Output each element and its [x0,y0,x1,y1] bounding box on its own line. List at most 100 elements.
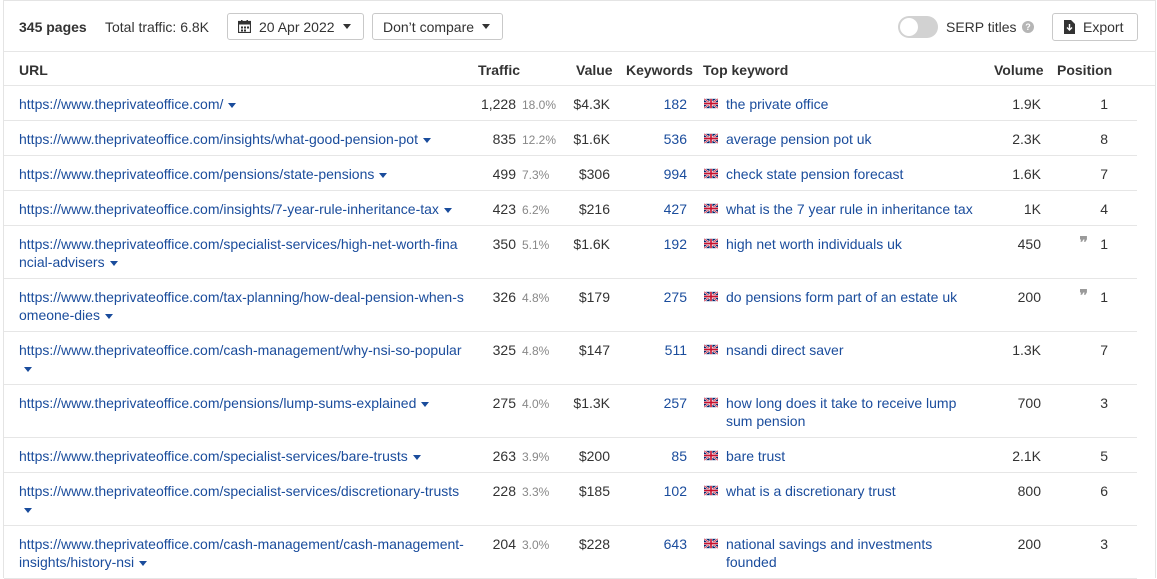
url-text[interactable]: https://www.theprivateoffice.com/special… [19,448,408,464]
url-link[interactable]: https://www.theprivateoffice.com/insight… [19,130,464,148]
uk-flag-icon [704,485,718,496]
url-link[interactable]: https://www.theprivateoffice.com/cash-ma… [19,535,464,571]
top-keyword-link[interactable]: what is the 7 year rule in inheritance t… [726,201,973,217]
keywords-count-link[interactable]: 511 [664,342,687,358]
chevron-down-icon[interactable] [228,102,237,108]
keyword-position: 1 [1100,96,1108,112]
traffic-percent: 3.3% [522,485,550,499]
traffic-value-cost: $216 [578,201,610,217]
traffic-value-cost: $200 [578,448,610,464]
column-url[interactable]: URL [19,62,48,78]
url-link[interactable]: https://www.theprivateoffice.com/special… [19,447,464,465]
top-keyword-link[interactable]: high net worth individuals uk [726,236,902,252]
chevron-down-icon[interactable] [24,366,32,372]
url-text[interactable]: https://www.theprivateoffice.com/pension… [19,395,417,411]
traffic-percent: 7.3% [522,168,550,182]
keywords-count-link[interactable]: 192 [663,236,687,252]
url-text[interactable]: https://www.theprivateoffice.com/ [19,96,224,112]
url-text[interactable]: https://www.theprivateoffice.com/tax-pla… [19,289,464,323]
top-keyword-link[interactable]: the private office [726,96,829,112]
keywords-count-link[interactable]: 257 [663,395,687,411]
url-link[interactable]: https://www.theprivateoffice.com/special… [19,235,464,271]
keywords-count-link[interactable]: 643 [663,536,687,552]
keyword-position: 8 [1100,131,1108,147]
keywords-count-link[interactable]: 994 [663,166,687,182]
column-position[interactable]: Position [1057,62,1113,78]
export-button[interactable]: Export [1052,13,1138,41]
url-link[interactable]: https://www.theprivateoffice.com/pension… [19,165,464,183]
top-keyword-link[interactable]: national savings and investments founded [726,536,933,570]
traffic-value-cost: $1.6K [573,131,610,147]
search-volume: 1.9K [1012,96,1041,112]
traffic-percent: 12.2% [522,133,557,147]
chevron-down-icon[interactable] [422,137,431,143]
url-text[interactable]: https://www.theprivateoffice.com/cash-ma… [19,342,462,358]
url-link[interactable]: https://www.theprivateoffice.com/cash-ma… [19,341,464,377]
chevron-down-icon[interactable] [379,172,388,178]
uk-flag-icon [704,397,718,408]
column-top-keyword[interactable]: Top keyword [703,62,789,78]
traffic-percent: 6.2% [522,203,550,217]
column-value[interactable]: Value [576,62,613,78]
url-text[interactable]: https://www.theprivateoffice.com/cash-ma… [19,536,464,570]
url-link[interactable]: https://www.theprivateoffice.com/insight… [19,200,464,218]
chevron-down-icon [342,24,351,29]
column-keywords[interactable]: Keywords [626,62,693,78]
url-text[interactable]: https://www.theprivateoffice.com/insight… [19,131,418,147]
column-traffic[interactable]: Traffic [478,62,521,78]
top-keyword-link[interactable]: what is a discretionary trust [726,483,896,499]
top-keyword-link[interactable]: bare trust [726,448,786,464]
url-text[interactable]: https://www.theprivateoffice.com/insight… [19,201,439,217]
url-link[interactable]: https://www.theprivateoffice.com/ [19,95,464,113]
traffic-percent: 5.1% [522,238,550,252]
traffic-percent: 3.0% [522,538,550,552]
url-link[interactable]: https://www.theprivateoffice.com/special… [19,482,464,518]
search-volume: 200 [1017,536,1041,552]
table-row: https://www.theprivateoffice.com/insight… [4,121,1137,156]
top-keyword-link[interactable]: do pensions form part of an estate uk [726,289,958,305]
traffic-value: 835 [492,131,516,147]
chevron-down-icon[interactable] [139,560,148,566]
featured-snippet-icon: ❞ [1079,235,1088,252]
keyword-position: 1 [1100,236,1108,252]
chevron-down-icon[interactable] [104,313,113,319]
toggle-knob [900,18,918,36]
url-text[interactable]: https://www.theprivateoffice.com/special… [19,483,460,499]
help-icon[interactable]: ? [1022,21,1034,33]
keyword-position: 5 [1100,448,1108,464]
top-keyword-link[interactable]: how long does it take to receive lump su… [726,395,957,429]
keyword-position: 7 [1100,166,1108,182]
serp-titles-toggle[interactable] [898,16,938,38]
traffic-value-cost: $1.6K [573,236,610,252]
top-keyword-link[interactable]: nsandi direct saver [726,342,844,358]
table-row: https://www.theprivateoffice.com/special… [4,473,1137,526]
table-row: https://www.theprivateoffice.com/cash-ma… [4,526,1137,579]
chevron-down-icon[interactable] [24,507,32,513]
url-link[interactable]: https://www.theprivateoffice.com/tax-pla… [19,288,464,324]
top-keyword-link[interactable]: check state pension forecast [726,166,904,182]
chevron-down-icon[interactable] [109,260,118,266]
traffic-value: 1,228 [480,96,516,112]
uk-flag-icon [704,203,718,214]
keywords-count-link[interactable]: 427 [663,201,687,217]
traffic-value-cost: $179 [578,289,610,305]
chevron-down-icon[interactable] [412,454,421,460]
url-text[interactable]: https://www.theprivateoffice.com/pension… [19,166,375,182]
url-link[interactable]: https://www.theprivateoffice.com/pension… [19,394,464,412]
traffic-value: 325 [492,342,516,358]
keywords-count-link[interactable]: 85 [671,448,687,464]
column-volume[interactable]: Volume [994,62,1044,78]
top-keyword-link[interactable]: average pension pot uk [726,131,872,147]
traffic-value-cost: $306 [578,166,610,182]
date-picker-button[interactable]: 20 Apr 2022 [227,13,364,40]
chevron-down-icon[interactable] [443,207,452,213]
traffic-percent: 4.0% [522,397,550,411]
keywords-count-link[interactable]: 102 [663,483,687,499]
chevron-down-icon[interactable] [421,401,430,407]
compare-dropdown[interactable]: Don’t compare [372,13,503,40]
url-text[interactable]: https://www.theprivateoffice.com/special… [19,236,458,270]
keywords-count-link[interactable]: 536 [663,131,687,147]
keywords-count-link[interactable]: 182 [663,96,687,112]
keywords-count-link[interactable]: 275 [663,289,687,305]
traffic-value-cost: $185 [578,483,610,499]
